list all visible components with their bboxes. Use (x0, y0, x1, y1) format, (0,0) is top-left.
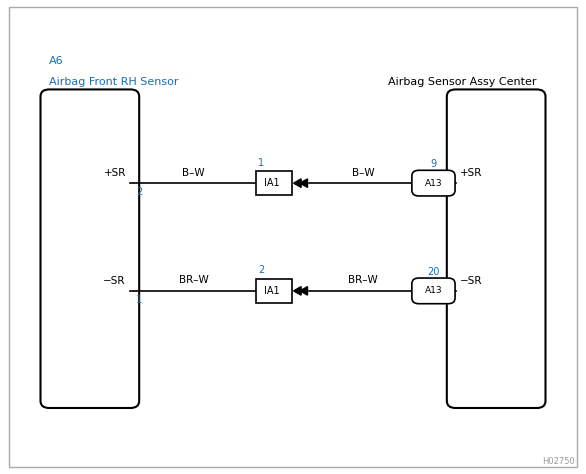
Text: B–W: B–W (182, 167, 205, 177)
Text: BR–W: BR–W (348, 275, 378, 285)
Polygon shape (294, 179, 301, 187)
FancyBboxPatch shape (412, 170, 455, 196)
Bar (257, 279, 292, 303)
Text: IA1: IA1 (264, 178, 280, 188)
Text: H02750: H02750 (542, 456, 574, 465)
Text: 1: 1 (137, 295, 142, 305)
Text: A13: A13 (425, 179, 442, 188)
Text: 9: 9 (430, 159, 437, 169)
Text: −SR: −SR (460, 276, 483, 286)
Polygon shape (294, 287, 301, 295)
Text: Airbag Sensor Assy Center: Airbag Sensor Assy Center (389, 77, 537, 87)
Text: B–W: B–W (352, 167, 374, 177)
Text: A13: A13 (425, 286, 442, 295)
Text: IA1: IA1 (264, 286, 280, 296)
Text: +SR: +SR (104, 168, 126, 178)
FancyBboxPatch shape (412, 278, 455, 304)
Polygon shape (300, 179, 308, 187)
Text: +SR: +SR (460, 168, 482, 178)
Text: 1: 1 (258, 158, 264, 168)
FancyBboxPatch shape (447, 90, 546, 408)
Text: 20: 20 (427, 267, 440, 277)
Text: Airbag Front RH Sensor: Airbag Front RH Sensor (49, 77, 179, 87)
FancyBboxPatch shape (40, 90, 139, 408)
Text: 2: 2 (258, 265, 264, 275)
Polygon shape (300, 287, 308, 295)
Bar (257, 171, 292, 195)
Text: 2: 2 (137, 187, 142, 197)
Text: A6: A6 (49, 56, 64, 66)
Text: BR–W: BR–W (179, 275, 209, 285)
Text: −SR: −SR (103, 276, 126, 286)
